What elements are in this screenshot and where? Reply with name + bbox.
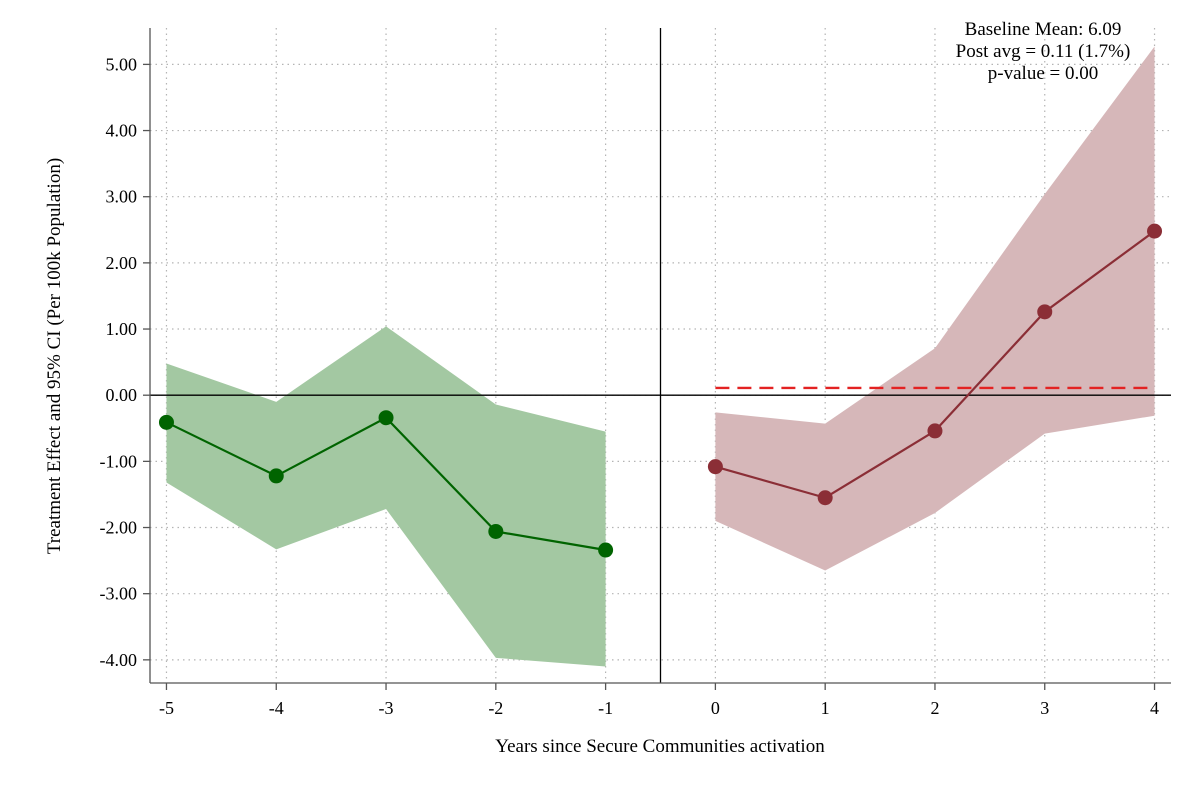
x-tick-label: -5 [159,698,174,718]
x-tick-label: 1 [821,698,830,718]
x-tick-label: 2 [930,698,939,718]
confidence-bands [166,46,1155,667]
x-axis-title: Years since Secure Communities activatio… [495,736,825,757]
y-tick-label: -2.00 [100,518,138,538]
annotation-baseline-mean: Baseline Mean: 6.09 [965,19,1122,40]
post-period-point [1037,304,1053,320]
pre-period-point [378,410,394,426]
y-tick-label: -1.00 [100,451,138,471]
y-tick-label: 5.00 [106,54,138,74]
annotation-post-avg: Post avg = 0.11 (1.7%) [956,41,1131,62]
y-axis-title: Treatment Effect and 95% CI (Per 100k Po… [44,158,65,554]
y-tick-label: -4.00 [100,650,138,670]
post-period-point [817,490,833,506]
post-period-point [1147,223,1163,239]
y-tick-label: -3.00 [100,584,138,604]
y-tick-label: 2.00 [106,253,138,273]
x-tick-label: -2 [488,698,503,718]
x-tick-label: 3 [1040,698,1049,718]
y-tick-label: 3.00 [106,187,138,207]
x-tick-label: 0 [711,698,720,718]
series-points [158,223,1163,558]
y-tick-label: 1.00 [106,319,138,339]
pre-period-point [158,414,174,430]
pre-period-point [268,468,284,484]
y-tick-label: 0.00 [106,385,138,405]
x-tick-label: 4 [1150,698,1159,718]
y-tick-label: 4.00 [106,121,138,141]
pre-period-ci-band [166,326,606,667]
x-tick-label: -3 [379,698,394,718]
post-period-ci-band [715,46,1155,571]
axes: -4.00 -3.00 -2.00 -1.00 0.00 1.00 2.00 3.00 4.00… [100,28,1171,718]
post-period-point [707,459,723,475]
pre-period-point [488,523,504,539]
x-tick-label: -1 [598,698,613,718]
reference-lines [150,28,1171,683]
annotation-p-value: p-value = 0.00 [988,63,1098,84]
pre-period-point [598,542,614,558]
annotation-box: Baseline Mean: 6.09 Post avg = 0.11 (1.7… [956,19,1131,84]
x-tick-label: -4 [269,698,284,718]
post-period-point [927,423,943,439]
